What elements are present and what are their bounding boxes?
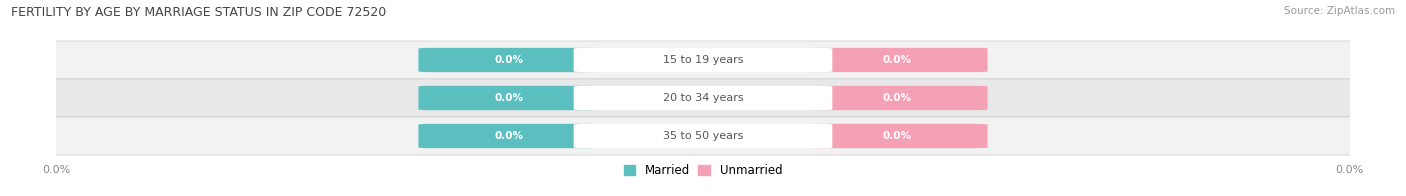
Text: 0.0%: 0.0% (495, 55, 523, 65)
FancyBboxPatch shape (574, 86, 832, 110)
Text: FERTILITY BY AGE BY MARRIAGE STATUS IN ZIP CODE 72520: FERTILITY BY AGE BY MARRIAGE STATUS IN Z… (11, 6, 387, 19)
Text: 0.0%: 0.0% (883, 93, 911, 103)
Text: 15 to 19 years: 15 to 19 years (662, 55, 744, 65)
FancyBboxPatch shape (419, 124, 599, 148)
Text: 0.0%: 0.0% (495, 93, 523, 103)
Text: 0.0%: 0.0% (883, 131, 911, 141)
FancyBboxPatch shape (574, 124, 832, 148)
Text: 0.0%: 0.0% (883, 55, 911, 65)
Text: 20 to 34 years: 20 to 34 years (662, 93, 744, 103)
Legend: Married, Unmarried: Married, Unmarried (624, 164, 782, 177)
FancyBboxPatch shape (807, 86, 987, 110)
FancyBboxPatch shape (807, 124, 987, 148)
FancyBboxPatch shape (44, 117, 1362, 155)
Text: Source: ZipAtlas.com: Source: ZipAtlas.com (1284, 6, 1395, 16)
FancyBboxPatch shape (807, 48, 987, 72)
FancyBboxPatch shape (574, 48, 832, 72)
FancyBboxPatch shape (419, 48, 599, 72)
Text: 0.0%: 0.0% (495, 131, 523, 141)
FancyBboxPatch shape (419, 86, 599, 110)
FancyBboxPatch shape (44, 79, 1362, 117)
FancyBboxPatch shape (44, 41, 1362, 79)
Text: 35 to 50 years: 35 to 50 years (662, 131, 744, 141)
